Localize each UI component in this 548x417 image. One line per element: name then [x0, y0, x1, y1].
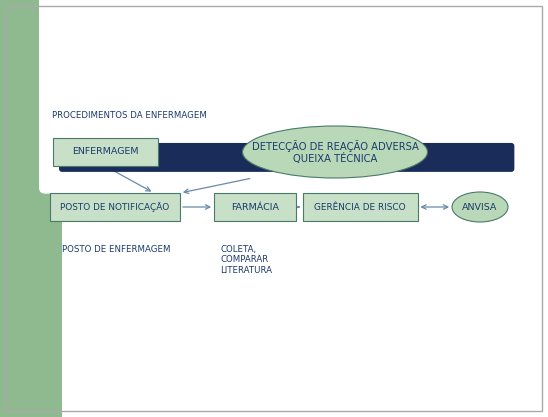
FancyBboxPatch shape	[302, 193, 418, 221]
Text: FARMÁCIA: FARMÁCIA	[231, 203, 279, 211]
Ellipse shape	[243, 126, 427, 178]
FancyBboxPatch shape	[214, 193, 296, 221]
Text: ENFERMAGEM: ENFERMAGEM	[72, 148, 138, 156]
Text: GERÊNCIA DE RISCO: GERÊNCIA DE RISCO	[314, 203, 406, 211]
Ellipse shape	[452, 192, 508, 222]
Text: PROCEDIMENTOS DA ENFERMAGEM: PROCEDIMENTOS DA ENFERMAGEM	[52, 111, 207, 120]
FancyBboxPatch shape	[39, 0, 73, 193]
Bar	[0, 0, 62, 417]
FancyBboxPatch shape	[53, 138, 157, 166]
FancyBboxPatch shape	[59, 143, 515, 172]
Text: POSTO DE NOTIFICAÇÃO: POSTO DE NOTIFICAÇÃO	[60, 202, 170, 212]
Text: POSTO DE ENFERMAGEM: POSTO DE ENFERMAGEM	[62, 245, 170, 254]
Text: ANVISA: ANVISA	[463, 203, 498, 211]
Text: COLETA,
COMPARAR
LITERATURA: COLETA, COMPARAR LITERATURA	[220, 245, 272, 275]
Text: DETECÇÃO DE REAÇÃO ADVERSA
QUEIXA TÉCNICA: DETECÇÃO DE REAÇÃO ADVERSA QUEIXA TÉCNIC…	[252, 140, 419, 164]
FancyBboxPatch shape	[50, 193, 180, 221]
